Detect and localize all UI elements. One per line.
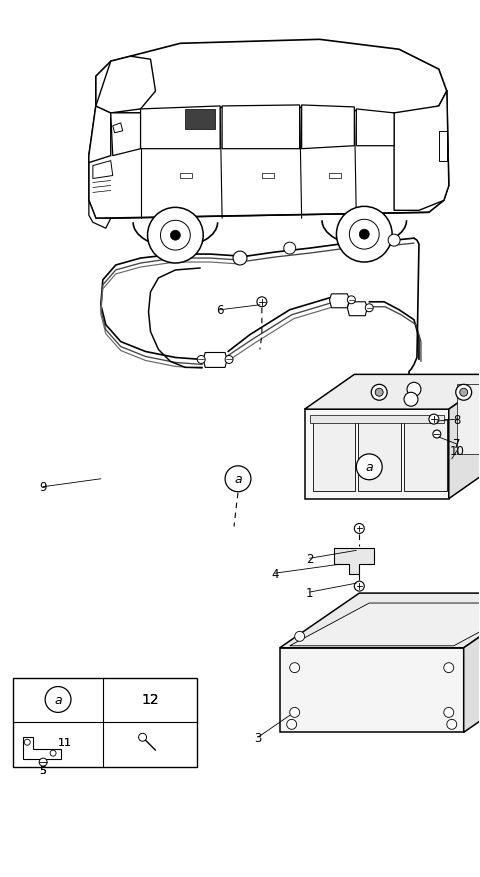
- Circle shape: [404, 393, 418, 407]
- Polygon shape: [89, 201, 111, 229]
- Circle shape: [197, 356, 205, 364]
- Circle shape: [147, 208, 203, 264]
- Circle shape: [39, 759, 47, 766]
- Text: a: a: [234, 473, 242, 486]
- Text: 12: 12: [142, 693, 159, 707]
- Circle shape: [444, 708, 454, 717]
- Bar: [262, 174, 274, 178]
- Polygon shape: [335, 549, 374, 574]
- Circle shape: [24, 739, 30, 745]
- Circle shape: [139, 733, 146, 741]
- Circle shape: [429, 415, 439, 424]
- Polygon shape: [96, 57, 156, 114]
- Polygon shape: [290, 603, 480, 646]
- Bar: [329, 174, 341, 178]
- Circle shape: [365, 304, 373, 312]
- Polygon shape: [222, 106, 300, 149]
- Circle shape: [225, 356, 233, 364]
- Text: 7: 7: [453, 438, 460, 451]
- Circle shape: [444, 663, 454, 673]
- Circle shape: [348, 296, 355, 304]
- Polygon shape: [93, 161, 113, 179]
- Text: 11: 11: [58, 738, 72, 747]
- Polygon shape: [113, 124, 123, 133]
- Circle shape: [360, 230, 369, 240]
- Circle shape: [290, 708, 300, 717]
- Circle shape: [257, 297, 267, 308]
- Polygon shape: [464, 594, 480, 732]
- Bar: [312, 419, 355, 491]
- Polygon shape: [89, 92, 449, 219]
- Text: 2: 2: [306, 553, 313, 565]
- Circle shape: [375, 389, 383, 396]
- Polygon shape: [301, 106, 354, 149]
- Polygon shape: [329, 295, 349, 309]
- Circle shape: [160, 221, 190, 251]
- Polygon shape: [356, 110, 394, 146]
- Circle shape: [407, 383, 421, 396]
- Circle shape: [354, 524, 364, 534]
- Polygon shape: [394, 92, 449, 211]
- Polygon shape: [141, 107, 220, 149]
- Polygon shape: [203, 353, 227, 368]
- Polygon shape: [96, 40, 447, 114]
- Text: 11: 11: [58, 738, 72, 747]
- Bar: [13, 678, 197, 767]
- Circle shape: [233, 252, 247, 266]
- Text: 3: 3: [254, 731, 262, 744]
- Polygon shape: [280, 648, 464, 732]
- Bar: [310, 416, 444, 424]
- Circle shape: [287, 719, 297, 730]
- Polygon shape: [23, 738, 61, 759]
- Bar: [180, 174, 192, 178]
- Text: 9: 9: [39, 481, 47, 494]
- Circle shape: [354, 581, 364, 591]
- Circle shape: [295, 631, 305, 642]
- Text: 12: 12: [142, 693, 159, 707]
- Bar: [457, 385, 480, 454]
- Circle shape: [356, 454, 382, 481]
- Circle shape: [456, 385, 472, 401]
- Polygon shape: [305, 375, 480, 410]
- Circle shape: [284, 243, 296, 255]
- Text: 5: 5: [40, 766, 47, 775]
- Text: 1: 1: [306, 586, 313, 599]
- Bar: [439, 132, 447, 161]
- Text: 10: 10: [449, 445, 464, 458]
- Text: 4: 4: [271, 567, 278, 580]
- Bar: [185, 110, 215, 130]
- Polygon shape: [305, 410, 449, 499]
- Bar: [404, 419, 447, 491]
- Text: 6: 6: [216, 304, 224, 317]
- Circle shape: [371, 385, 387, 401]
- Polygon shape: [280, 594, 480, 648]
- Circle shape: [45, 687, 71, 713]
- Circle shape: [460, 389, 468, 396]
- Text: 8: 8: [453, 413, 460, 426]
- Circle shape: [388, 235, 400, 246]
- Polygon shape: [111, 114, 141, 156]
- Polygon shape: [449, 375, 480, 499]
- Text: a: a: [54, 693, 62, 706]
- Circle shape: [50, 751, 56, 756]
- Circle shape: [349, 220, 379, 250]
- Circle shape: [170, 231, 180, 241]
- Circle shape: [447, 719, 457, 730]
- Circle shape: [290, 663, 300, 673]
- Circle shape: [336, 207, 392, 263]
- Bar: [358, 419, 401, 491]
- Circle shape: [225, 467, 251, 492]
- Polygon shape: [348, 303, 367, 317]
- Polygon shape: [89, 107, 111, 163]
- Circle shape: [433, 431, 441, 438]
- Text: a: a: [365, 460, 373, 474]
- Text: 5: 5: [40, 766, 47, 775]
